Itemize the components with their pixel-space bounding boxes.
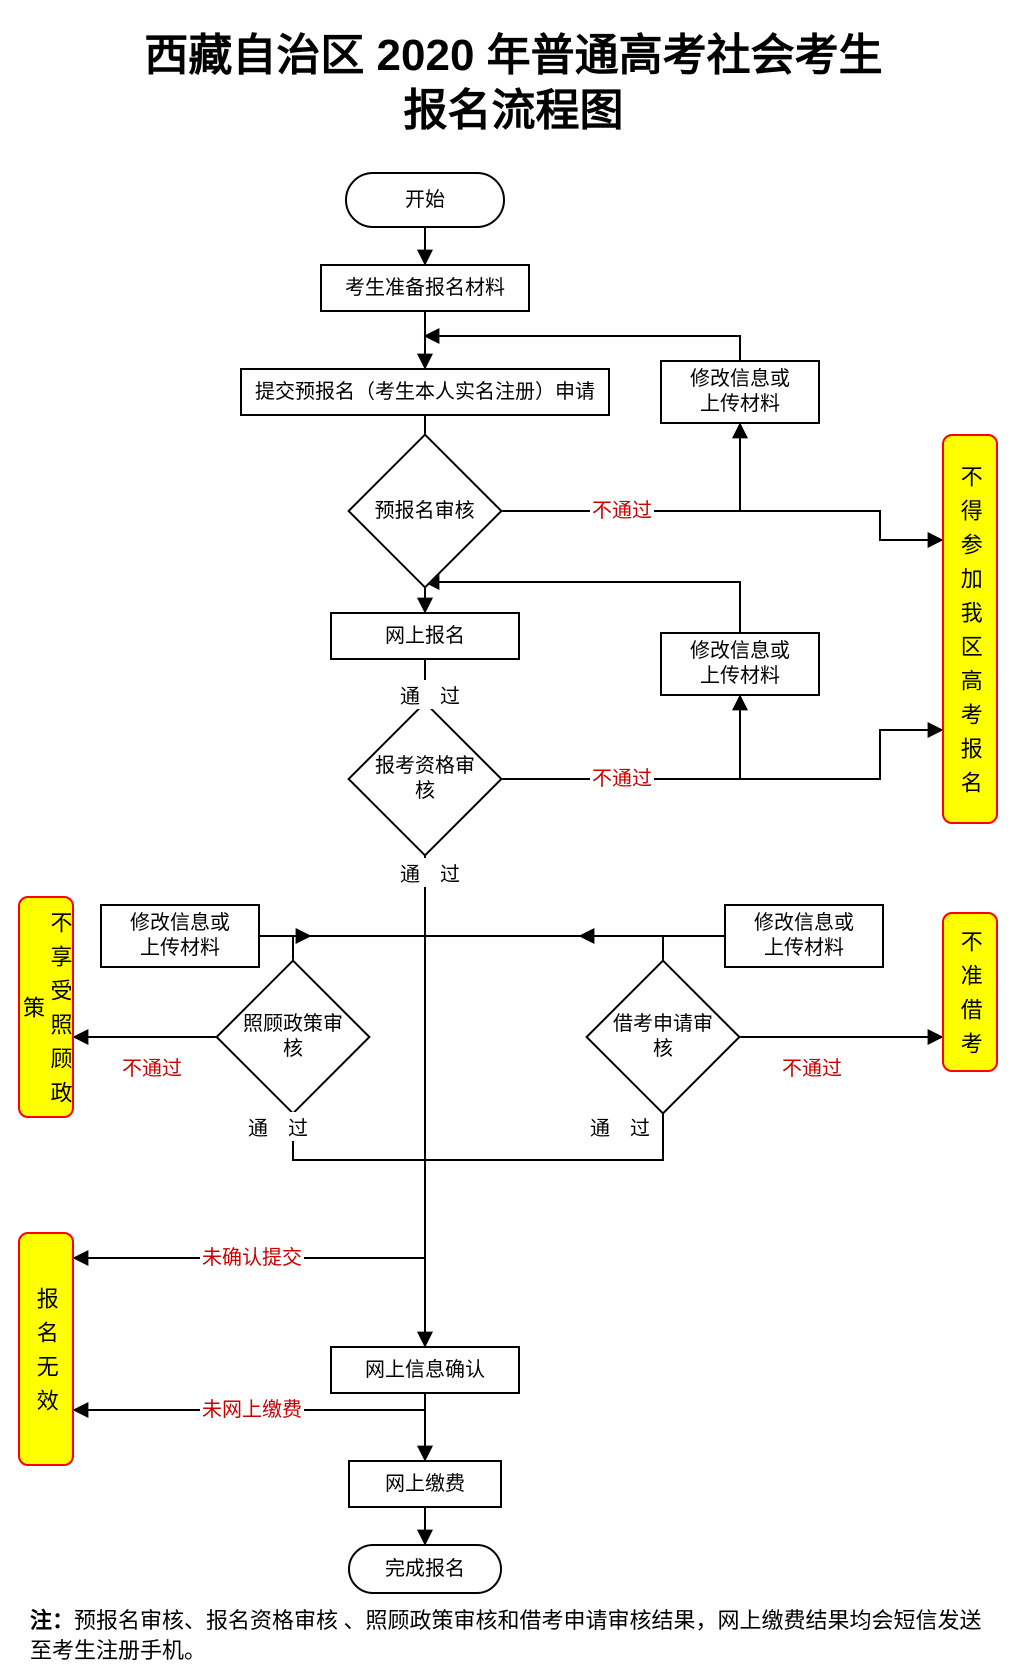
node-pay: 网上缴费 — [348, 1460, 502, 1508]
node-modify3l: 修改信息或上传材料 — [100, 904, 260, 968]
edge-label: 通 过 — [246, 1112, 310, 1141]
node-pre_audit: 预报名审核 — [347, 433, 503, 589]
node-callout_rb: 不准借考 — [942, 912, 998, 1072]
node-modify3r: 修改信息或上传材料 — [724, 904, 884, 968]
title-line-2: 报名流程图 — [404, 86, 624, 135]
footnote-body: 预报名审核、报名资格审核 、照顾政策审核和借考申请审核结果，网上缴费结果均会短信… — [30, 1608, 982, 1663]
node-prepare: 考生准备报名材料 — [320, 264, 530, 312]
footnote: 注：预报名审核、报名资格审核 、照顾政策审核和借考申请审核结果，网上缴费结果均会… — [30, 1606, 997, 1665]
node-callout_left: 不享受照顾政策 — [18, 896, 74, 1118]
edge-label: 不通过 — [590, 494, 654, 523]
edges-layer — [0, 0, 1027, 1674]
edge-label: 不通过 — [590, 762, 654, 791]
edge-label: 不通过 — [780, 1052, 844, 1081]
node-qual_audit: 报考资格审核 — [347, 701, 503, 857]
edge-label: 不通过 — [120, 1052, 184, 1081]
edge-label: 通 过 — [588, 1112, 652, 1141]
node-modify1: 修改信息或上传材料 — [660, 360, 820, 424]
flowchart-root: 西藏自治区 2020 年普通高考社会考生 报名流程图 开始考生准备报名材料提交预… — [0, 0, 1027, 1674]
node-done: 完成报名 — [348, 1544, 502, 1594]
page-title: 西藏自治区 2020 年普通高考社会考生 报名流程图 — [0, 28, 1027, 138]
node-start: 开始 — [345, 172, 505, 228]
node-policy_audit: 照顾政策审核 — [215, 959, 371, 1115]
footnote-prefix: 注： — [30, 1608, 74, 1633]
node-borrow_audit: 借考申请审核 — [585, 959, 741, 1115]
node-submit_pre: 提交预报名（考生本人实名注册）申请 — [240, 368, 610, 416]
node-callout_lb: 报名无效 — [18, 1232, 74, 1466]
edge-label: 未确认提交 — [200, 1241, 304, 1270]
title-line-1: 西藏自治区 2020 年普通高考社会考生 — [144, 31, 882, 80]
edge-label: 通 过 — [398, 858, 462, 887]
node-online_reg: 网上报名 — [330, 612, 520, 660]
node-modify2: 修改信息或上传材料 — [660, 632, 820, 696]
edge-label: 通 过 — [398, 680, 462, 709]
node-callout_right: 不得参加我区高考报名 — [942, 434, 998, 824]
node-confirm: 网上信息确认 — [330, 1346, 520, 1394]
edge-label: 未网上缴费 — [200, 1393, 304, 1422]
